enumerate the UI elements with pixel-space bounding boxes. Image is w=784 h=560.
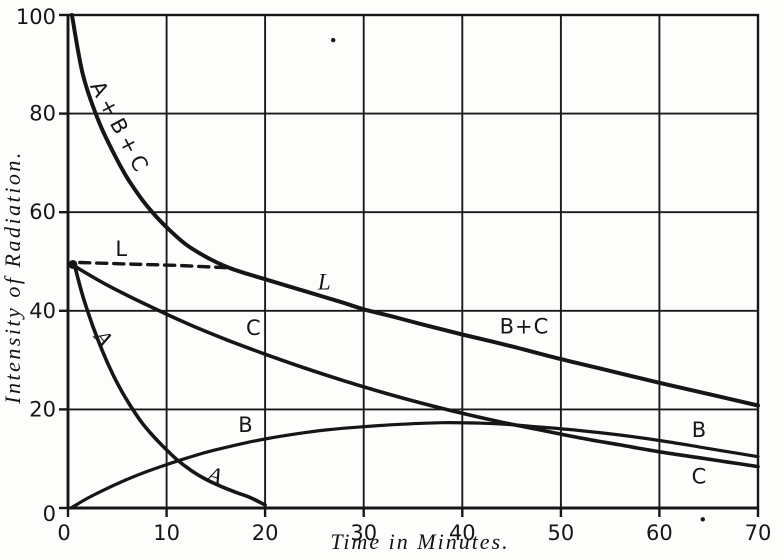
curve-total xyxy=(69,13,760,408)
x-axis-title: Time in Minutes. xyxy=(330,529,510,554)
x-tick-label-40: 40 xyxy=(449,521,476,545)
y-tick-label-0: 0 xyxy=(43,502,56,526)
scan-speck-1 xyxy=(700,517,705,522)
y-tick-label-20: 20 xyxy=(29,397,56,421)
x-tick-label-70: 70 xyxy=(745,521,772,545)
y-tick-label-100: 100 xyxy=(16,5,56,29)
curve-label-BplusC-5: B+C xyxy=(500,315,550,339)
y-tick-label-60: 60 xyxy=(29,200,56,224)
curve-L-dashed xyxy=(78,260,233,270)
curve-label-L-1: L xyxy=(115,237,127,261)
x-tick-label-30: 30 xyxy=(350,521,377,545)
curve-C xyxy=(73,264,760,469)
x-tick-label-10: 10 xyxy=(153,521,180,545)
curve-label-C-4: C xyxy=(246,316,261,340)
curve-A xyxy=(73,264,267,507)
curve-label-A-7: A xyxy=(203,461,226,490)
y-tick-label-40: 40 xyxy=(29,299,56,323)
x-tick-label-60: 60 xyxy=(646,521,673,545)
y-tick-label-80: 80 xyxy=(29,102,56,126)
x-tick-label-20: 20 xyxy=(252,521,279,545)
curve-label-B-6: B xyxy=(238,413,252,437)
curve-label-L-2: L xyxy=(317,270,331,295)
curve-B xyxy=(69,421,760,510)
x-tick-label-50: 50 xyxy=(548,521,575,545)
curve-label-B-8: B xyxy=(692,418,706,442)
origin-point-marker xyxy=(68,260,78,269)
x-tick-label-0: 0 xyxy=(57,521,70,545)
curve-label-C-9: C xyxy=(692,464,707,488)
plot-frame xyxy=(66,13,760,510)
y-axis-title: Intensity of Radiation. xyxy=(0,150,25,404)
scan-speck-0 xyxy=(331,37,336,43)
